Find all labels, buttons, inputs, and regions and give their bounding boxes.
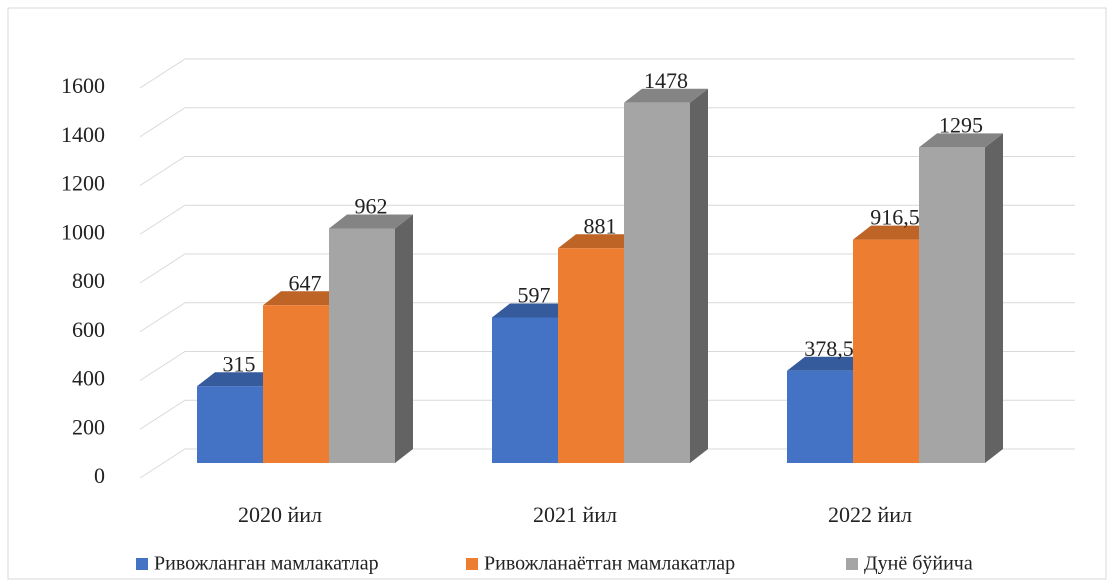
x-tick-label: 2021 йил [533,502,617,527]
bar [919,147,985,463]
bar [853,239,919,463]
bar-top [329,214,413,229]
bar-top [492,303,576,318]
data-label: 647 [289,270,322,295]
bar-side [985,133,1003,463]
y-tick-label: 1200 [61,171,105,196]
bar [263,305,329,463]
bar-top [919,133,1003,148]
y-tick-label: 800 [72,268,105,293]
bar-top [197,372,281,387]
bar-top [787,356,871,371]
legend-swatch [136,558,148,570]
bar-top [624,88,708,103]
bar-top [853,225,937,240]
y-tick-label: 200 [72,414,105,439]
y-tick-label: 1600 [61,73,105,98]
data-label: 1478 [644,68,688,93]
legend-swatch [846,558,858,570]
grid-line [139,204,1075,235]
data-label: 378,5 [804,336,854,361]
grid-line [139,156,1075,186]
x-tick-label: 2022 йил [828,502,912,527]
bar-side [395,214,413,463]
data-label: 1295 [939,112,983,137]
legend-swatch [466,558,478,570]
bar [558,248,624,463]
y-tick-label: 600 [72,317,105,342]
grid-line [139,58,1075,89]
y-tick-label: 0 [94,463,105,488]
bar [492,317,558,463]
data-label: 962 [355,194,388,219]
data-label: 916,5 [870,205,920,230]
y-tick-label: 400 [72,366,105,391]
data-label: 315 [223,351,256,376]
grid-line [139,399,1075,430]
legend-label: Ривожланаётган мамлакатлар [484,553,735,575]
bar [197,386,263,463]
y-tick-label: 1400 [61,122,105,147]
bar [624,102,690,464]
legend-label: Дунё бўйича [864,553,973,575]
grid-line [139,351,1075,381]
grid-line [139,253,1075,284]
bar [787,370,853,463]
x-tick-label: 2020 йил [238,502,322,527]
grid-line [139,448,1075,479]
data-label: 881 [584,213,617,238]
legend-label: Ривожланган мамлакатлар [154,553,379,575]
bar-top [558,234,642,249]
grid-line [139,302,1075,333]
bar-top [263,291,347,306]
y-tick-label: 1000 [61,219,105,244]
bar-side [690,88,708,464]
grid-line [139,107,1075,138]
data-label: 597 [518,283,551,308]
bar [329,228,395,463]
